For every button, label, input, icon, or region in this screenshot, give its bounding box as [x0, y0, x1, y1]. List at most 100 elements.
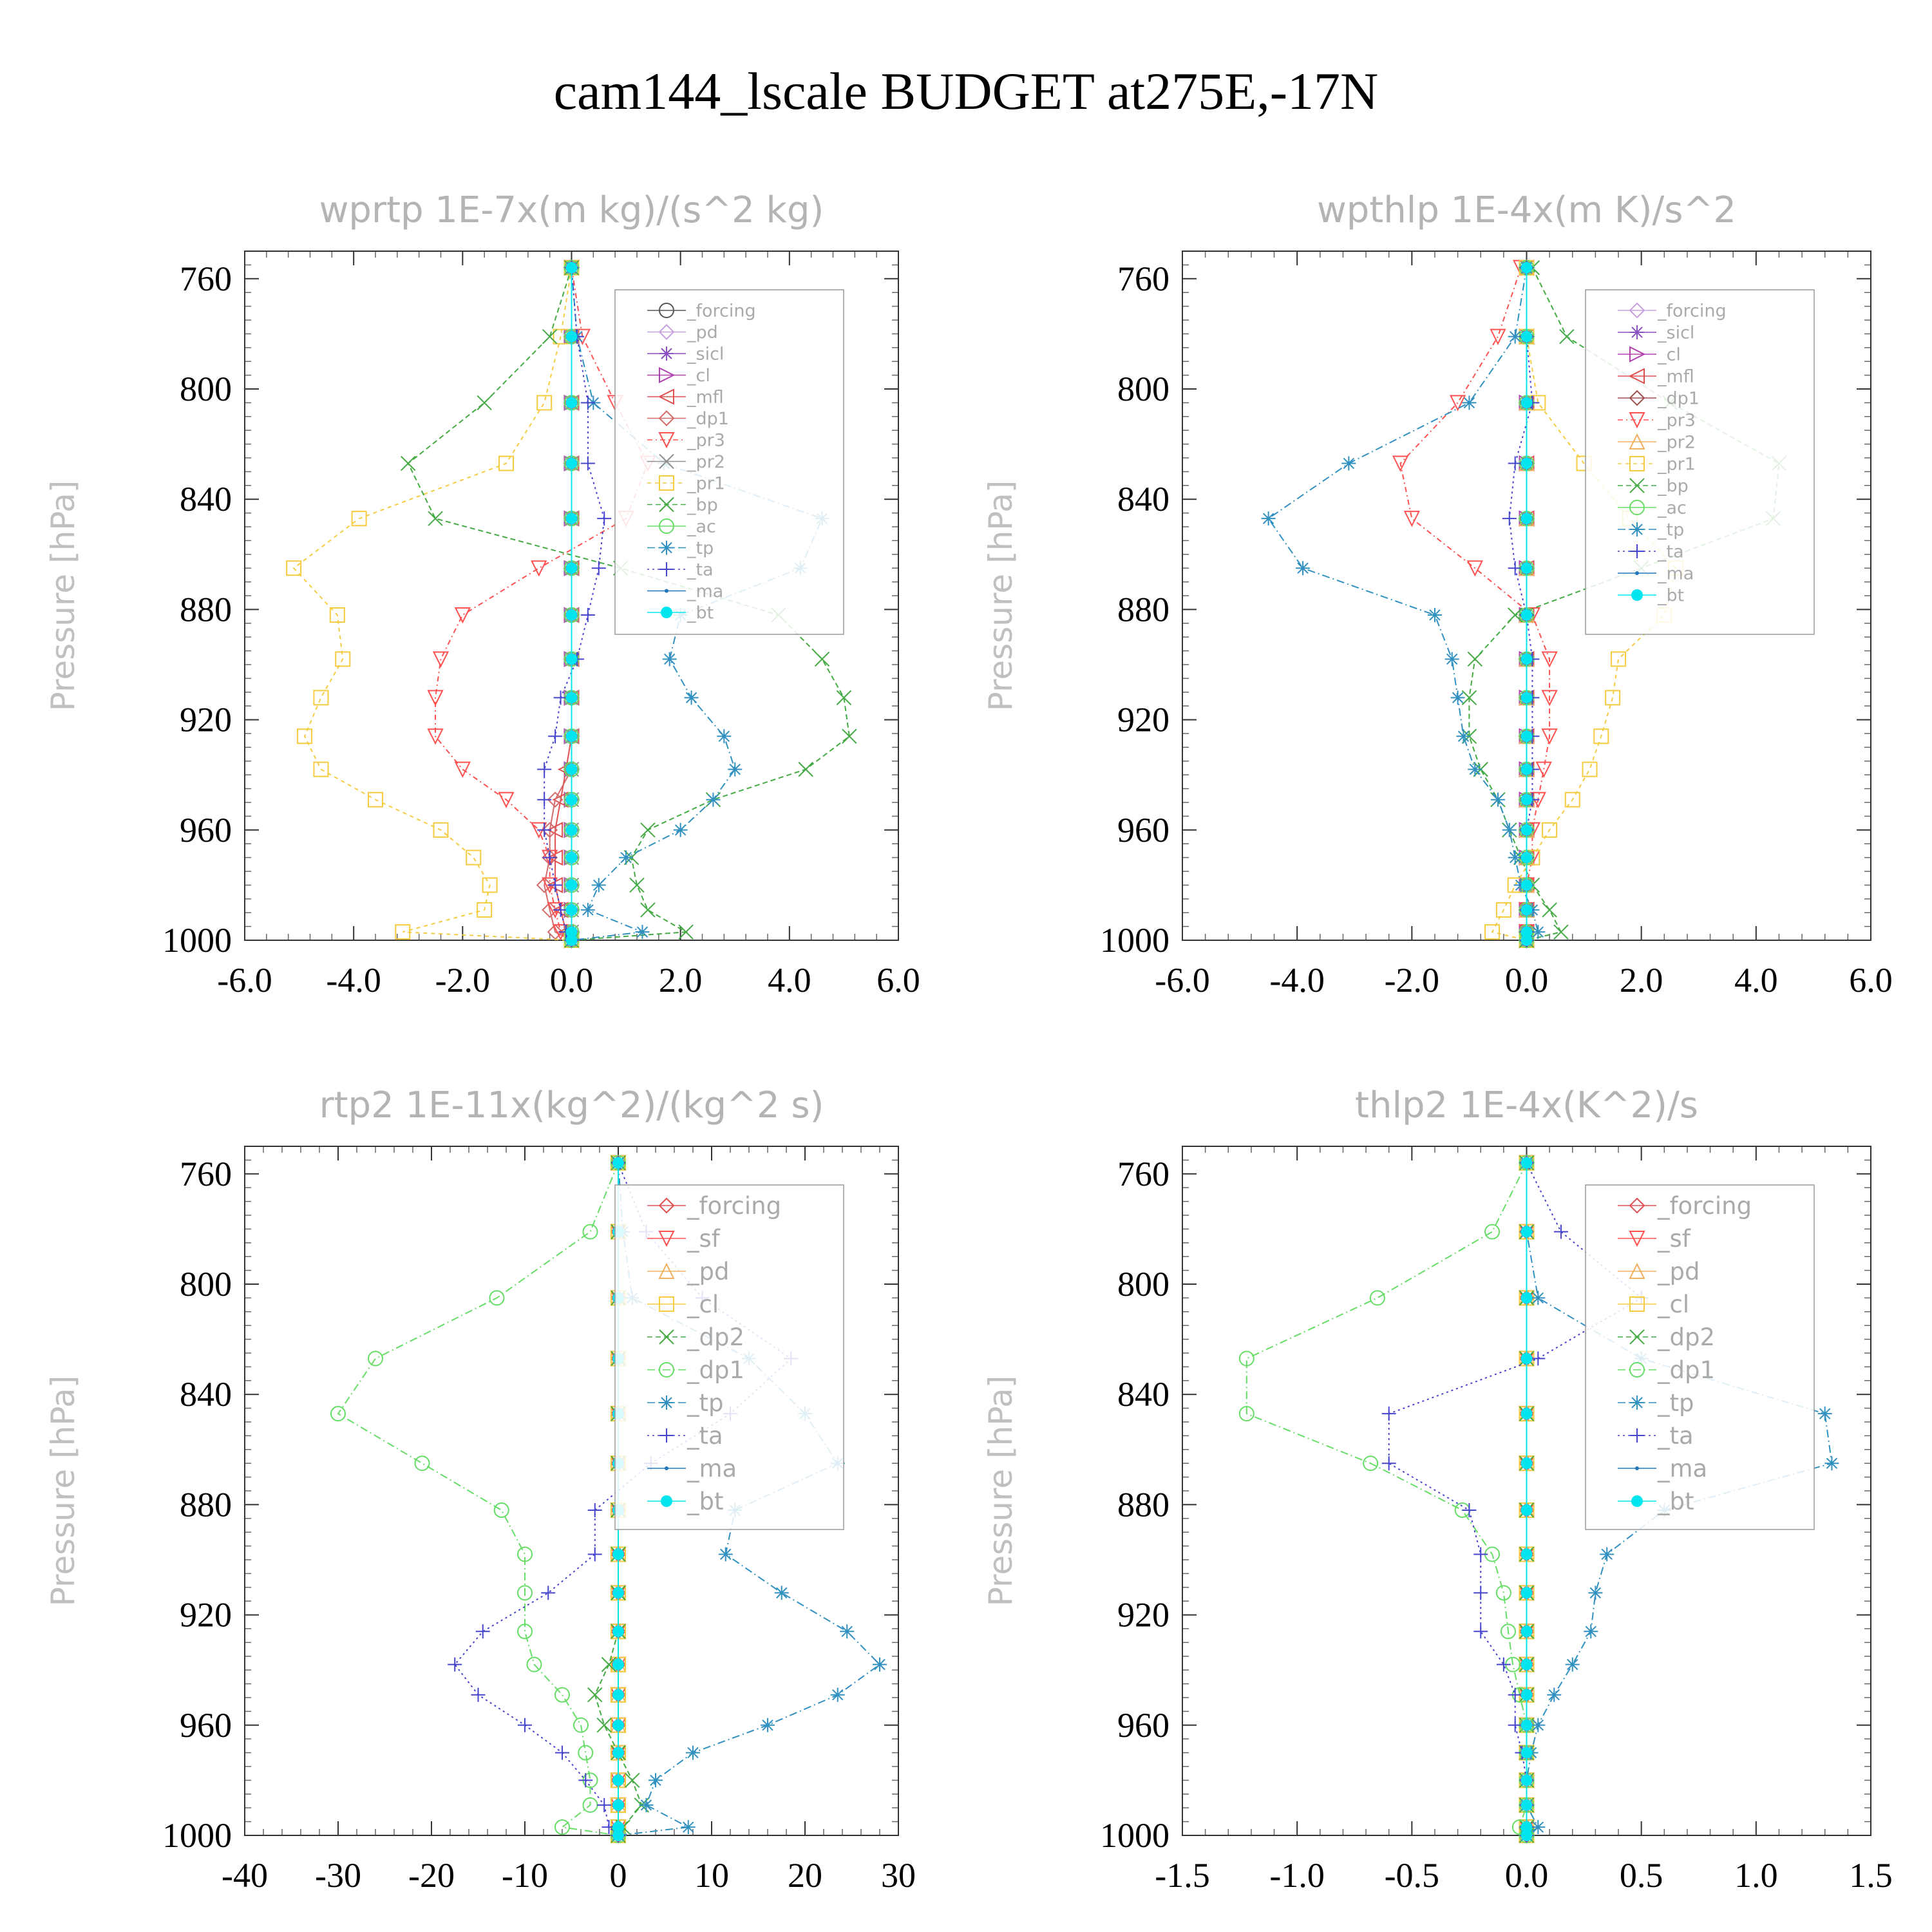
data-point_ta [1473, 1547, 1488, 1562]
legend-marker [659, 497, 674, 513]
series-line_tp [1267, 267, 1539, 941]
data-point_tp [761, 1718, 775, 1732]
data-point_bp [629, 877, 645, 893]
data-point_bt [612, 1821, 624, 1833]
legend-label: _pr1 [1657, 454, 1696, 474]
legend-entry_dp1: _dp1 [647, 1356, 744, 1384]
data-point_bt [1520, 730, 1533, 743]
data-point_tp [649, 1773, 663, 1788]
data-point_pr3 [454, 607, 471, 624]
y-tick-label: 960 [1117, 811, 1170, 849]
data-point_tp [1817, 1406, 1832, 1421]
legend-marker [1629, 500, 1645, 515]
legend-marker [1629, 1329, 1645, 1345]
data-point_bt [1520, 763, 1533, 775]
legend-label: _bt [687, 1488, 724, 1515]
data-point_tp [830, 1687, 845, 1702]
legend-entry_dp1: _dp1 [1618, 388, 1700, 408]
data-point_pr1 [395, 924, 411, 940]
legend-marker [659, 562, 674, 576]
legend-marker [659, 518, 674, 534]
data-point_tp [1450, 690, 1465, 705]
legend-entry_ma: _ma [647, 582, 723, 601]
data-point_dp1 [517, 1585, 533, 1601]
data-point_bt [612, 1658, 624, 1671]
x-tick-label: -2.0 [1385, 961, 1439, 999]
x-tick-label: 0.0 [550, 961, 594, 999]
data-point_tp [1261, 511, 1276, 526]
data-point_bt [1520, 1747, 1533, 1759]
legend-label: _sf [687, 1225, 721, 1253]
data-point_pr3 [498, 791, 515, 808]
legend-entry_pr3: _pr3 [1618, 410, 1696, 430]
legend-entry_cl: _cl [647, 366, 710, 386]
legend-marker [658, 1197, 675, 1214]
data-point_bp [542, 328, 558, 345]
y-tick-label: 760 [180, 1155, 232, 1193]
data-point_tp [1490, 792, 1505, 807]
data-point_tp [1462, 395, 1477, 410]
x-tick-label: 0 [610, 1856, 627, 1895]
legend-entry_cl: _cl [1618, 1291, 1689, 1318]
data-point_dp1 [578, 1745, 594, 1761]
data-point_pr1 [433, 822, 449, 838]
legend-label: _tp [1657, 1389, 1694, 1417]
y-tick-label: 800 [180, 370, 232, 408]
data-point_pr1 [313, 690, 329, 706]
legend-marker [1629, 1362, 1645, 1378]
data-point_dp1 [554, 1687, 570, 1703]
series_dp1 [1238, 1155, 1535, 1843]
data-point_pr1 [335, 651, 351, 667]
data-point_tp [1531, 1291, 1546, 1305]
data-point_tp [774, 1586, 789, 1600]
legend-entry_pr1: _pr1 [1618, 454, 1696, 474]
data-point_ta [553, 902, 568, 917]
data-point_pr3 [531, 560, 547, 577]
data-point_tp [717, 729, 732, 744]
data-point_dp1 [582, 1224, 598, 1240]
data-point_tp [580, 902, 595, 917]
data-point_pr1 [368, 791, 383, 808]
data-point_tp [840, 1624, 855, 1639]
data-point_tp [1456, 729, 1471, 744]
data-point_pr1 [1582, 761, 1598, 777]
data-point_dp2 [587, 1687, 603, 1703]
legend-marker [659, 1362, 674, 1378]
data-point_dp1 [547, 791, 564, 808]
data-point_bt [565, 730, 578, 743]
legend-label: _ma [687, 582, 723, 601]
legend-box [614, 1184, 844, 1530]
legend-label: _dp1 [687, 409, 729, 429]
data-point_tp [1341, 456, 1356, 471]
data-point_ta [537, 792, 552, 807]
data-point_pr3 [427, 728, 444, 745]
legend-label: _bt [1657, 1488, 1694, 1515]
data-point_bt [612, 1830, 624, 1841]
legend-marker [1629, 1231, 1645, 1247]
data-point_bt [565, 562, 578, 574]
series-line_tp [571, 267, 823, 941]
data-point_bt [612, 1625, 624, 1638]
legend-entry_forcing: _forcing [647, 1192, 781, 1220]
data-point_pr1 [498, 455, 514, 471]
panel-title: thlp2 1E-4x(K^2)/s [1355, 1084, 1698, 1126]
data-point_ta [1508, 561, 1522, 576]
legend-marker [1630, 522, 1644, 536]
legend-label: _pr2 [1657, 432, 1696, 452]
data-point_tp [1502, 822, 1517, 837]
data-point_ta [553, 690, 568, 705]
legend-label: _tp [687, 1389, 724, 1417]
panel-title: wpthlp 1E-4x(m K)/s^2 [1317, 189, 1736, 231]
legend-marker [1630, 1396, 1644, 1410]
data-point_pr3 [1449, 395, 1466, 412]
legend-entry_sf: _sf [1618, 1225, 1691, 1253]
data-point_bt [612, 1799, 624, 1811]
legend-marker [1629, 1197, 1645, 1214]
x-tick-label: 0.0 [1505, 1856, 1549, 1895]
data-point_bp [1553, 924, 1569, 940]
legend-label: _sf [1657, 1225, 1691, 1253]
data-point_pr3 [1535, 761, 1552, 778]
data-point_pr1 [1605, 690, 1621, 706]
legend-entry_sf: _sf [647, 1225, 721, 1253]
data-point_bp [1507, 607, 1523, 623]
